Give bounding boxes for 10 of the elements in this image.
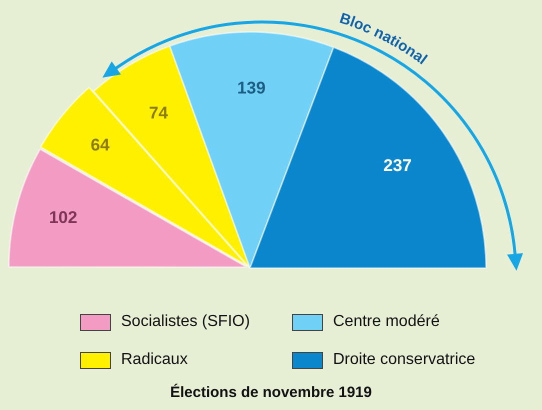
data-label: 74 (149, 103, 168, 122)
data-label: 139 (237, 78, 266, 98)
legend-label: Centre modéré (333, 313, 440, 331)
data-label: 102 (48, 208, 78, 227)
legend-label: Socialistes (SFIO) (121, 313, 250, 331)
legend-label: Radicaux (121, 351, 188, 369)
data-label: 237 (383, 156, 412, 175)
text: Élections de novembre 1919 (169, 384, 373, 401)
data-label: 64 (90, 136, 110, 155)
legend-label: Droite conservatrice (333, 351, 476, 369)
